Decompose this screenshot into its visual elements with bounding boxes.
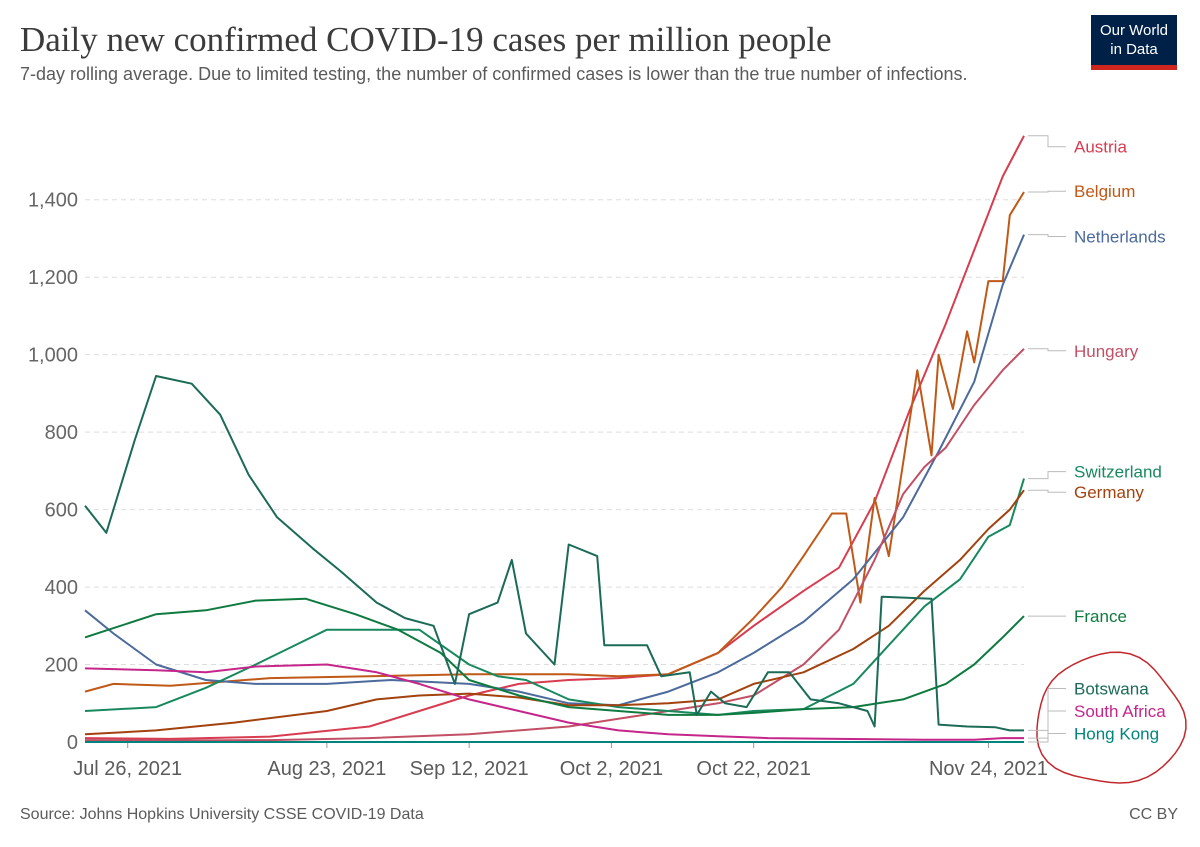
x-tick-label-4: Oct 22, 2021 bbox=[696, 758, 811, 780]
label-connector-hungary bbox=[1028, 348, 1066, 352]
chart-title: Daily new confirmed COVID-19 cases per m… bbox=[20, 20, 832, 59]
source-note: Source: Johns Hopkins University CSSE CO… bbox=[20, 806, 424, 823]
y-tick-label-800: 800 bbox=[45, 422, 78, 444]
x-tick-label-2: Sep 12, 2021 bbox=[410, 758, 529, 780]
y-tick-label-1200: 1,200 bbox=[28, 267, 78, 289]
series-label-south-africa: South Africa bbox=[1074, 702, 1166, 721]
label-connector-belgium bbox=[1028, 190, 1066, 193]
series-label-france: France bbox=[1074, 607, 1127, 626]
series-label-botswana: Botswana bbox=[1074, 680, 1149, 699]
y-axis: 0 200 400 600 800 1,000 1,200 1,400 bbox=[28, 190, 78, 754]
chart-subtitle: 7-day rolling average. Due to limited te… bbox=[20, 64, 968, 84]
series-label-belgium: Belgium bbox=[1074, 182, 1135, 201]
label-connector-netherlands bbox=[1028, 234, 1066, 237]
y-tick-label-200: 200 bbox=[45, 655, 78, 677]
label-connector-germany bbox=[1028, 489, 1066, 493]
gridlines bbox=[85, 199, 1024, 666]
annotation bbox=[1036, 651, 1187, 784]
label-connector-austria bbox=[1028, 135, 1066, 148]
logo-accent-bar bbox=[1091, 65, 1177, 70]
y-tick-label-1000: 1,000 bbox=[28, 345, 78, 367]
series-line-netherlands bbox=[84, 234, 1025, 707]
label-connector-south-africa bbox=[1028, 710, 1066, 739]
y-tick-label-1400: 1,400 bbox=[28, 190, 78, 212]
series-label-switzerland: Switzerland bbox=[1074, 463, 1162, 482]
x-tick-label-0: Jul 26, 2021 bbox=[73, 758, 182, 780]
label-connector-hong-kong bbox=[1028, 733, 1066, 743]
series-line-switzerland bbox=[84, 478, 1025, 716]
series-line-south-africa bbox=[84, 663, 1024, 741]
y-tick-label-0: 0 bbox=[67, 732, 78, 754]
label-connector-switzerland bbox=[1028, 471, 1066, 480]
owid-logo[interactable]: Our World in Data bbox=[1091, 15, 1177, 70]
series-labels: Austria Belgium Netherlands Hungary Switzerl… bbox=[1028, 135, 1166, 743]
hand-drawn-circle-annotation bbox=[1036, 651, 1187, 784]
x-tick-label-1: Aug 23, 2021 bbox=[267, 758, 386, 780]
license-link[interactable]: CC BY bbox=[1129, 806, 1178, 823]
series-label-hong-kong: Hong Kong bbox=[1074, 724, 1159, 743]
series-lines bbox=[84, 135, 1025, 743]
series-label-hungary: Hungary bbox=[1074, 342, 1139, 361]
series-label-germany: Germany bbox=[1074, 483, 1144, 502]
series-line-botswana bbox=[84, 375, 1024, 732]
x-tick-label-5: Nov 24, 2021 bbox=[929, 758, 1048, 780]
series-line-france bbox=[84, 597, 1025, 716]
series-line-germany bbox=[84, 489, 1025, 736]
x-tick-label-3: Oct 2, 2021 bbox=[560, 758, 663, 780]
y-tick-label-400: 400 bbox=[45, 577, 78, 599]
label-connector-botswana bbox=[1028, 688, 1066, 731]
series-label-netherlands: Netherlands bbox=[1074, 228, 1166, 247]
logo-line1: Our World bbox=[1099, 22, 1169, 39]
x-axis: Jul 26, 2021 Aug 23, 2021 Sep 12, 2021 Oct … bbox=[73, 741, 1048, 780]
logo-line2: in Data bbox=[1110, 41, 1158, 58]
y-tick-label-600: 600 bbox=[45, 500, 78, 522]
series-label-austria: Austria bbox=[1074, 138, 1127, 157]
series-line-belgium bbox=[84, 191, 1025, 693]
series-line-austria bbox=[84, 135, 1025, 740]
